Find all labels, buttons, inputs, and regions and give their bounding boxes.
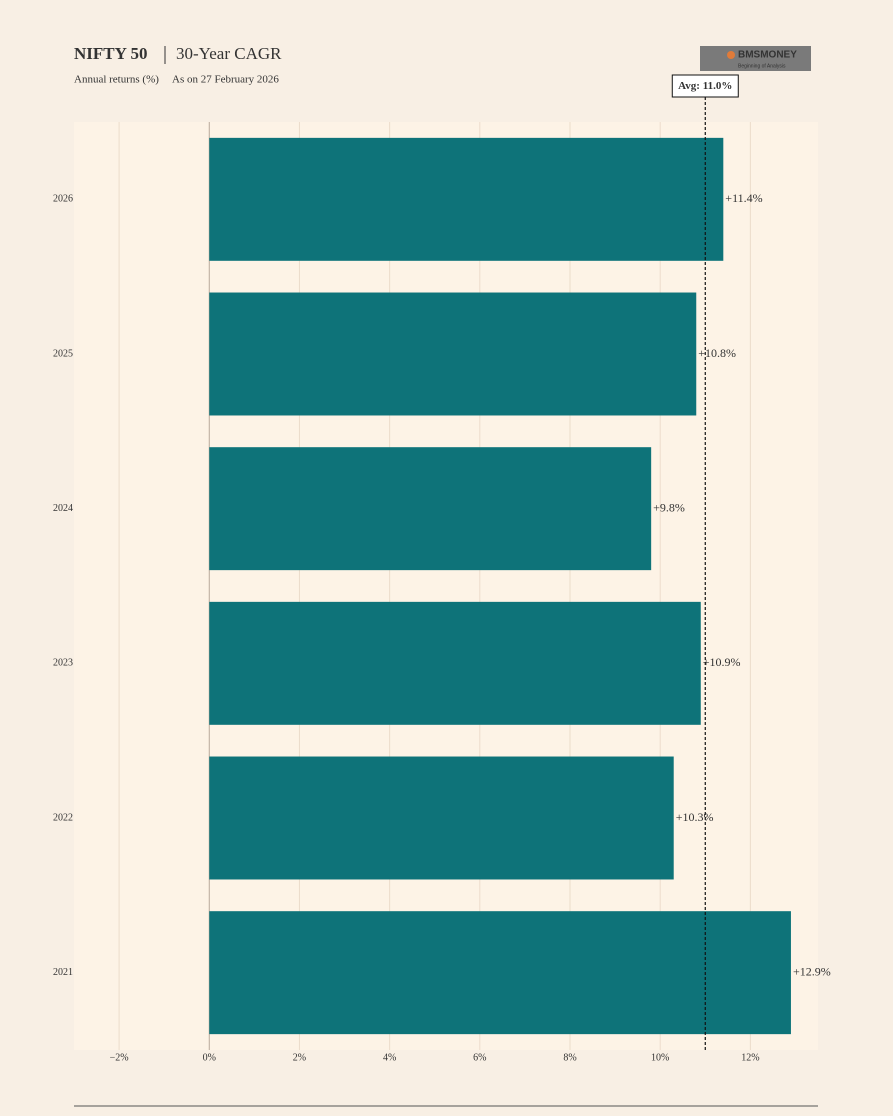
- value-label: +10.9%: [703, 655, 741, 669]
- x-tick-label: 6%: [473, 1052, 486, 1063]
- value-label: +12.9%: [793, 964, 831, 978]
- x-tick-label: 10%: [651, 1052, 669, 1063]
- average-label-box: [671, 74, 739, 98]
- x-tick-label: 12%: [741, 1052, 759, 1063]
- logo: BMSMONEY Beginning of Analysis: [700, 46, 811, 71]
- logo-name: BMSMONEY: [738, 50, 797, 61]
- bar: [209, 601, 701, 725]
- x-tick-label: 4%: [383, 1052, 396, 1063]
- logo-tagline: Beginning of Analysis: [738, 63, 786, 69]
- value-label: +9.8%: [653, 500, 685, 514]
- plot-area: [74, 122, 818, 1050]
- bar: [209, 447, 652, 571]
- x-tick-label: 0%: [203, 1052, 216, 1063]
- logo-box: [700, 46, 811, 71]
- average-label: Avg: 11.0%: [678, 80, 732, 92]
- y-tick-label: 2024: [53, 503, 73, 514]
- y-tick-label: 2022: [53, 812, 73, 823]
- chart-subtitle: 30-Year CAGR: [176, 44, 282, 63]
- y-tick-label: 2023: [53, 658, 73, 669]
- y-tick-label: 2026: [53, 194, 73, 205]
- bar: [209, 756, 674, 880]
- bar: [209, 137, 724, 261]
- value-label: +10.3%: [676, 810, 714, 824]
- bar: [209, 911, 791, 1035]
- logo-icon: [727, 51, 735, 59]
- caption: Annual returns (%): [74, 74, 159, 86]
- bar: [209, 292, 697, 416]
- y-tick-label: 2021: [53, 967, 73, 978]
- x-tick-label: 8%: [563, 1052, 576, 1063]
- x-tick-label: −2%: [110, 1052, 129, 1063]
- value-label: +11.4%: [725, 191, 762, 205]
- date-note: As on 27 February 2026: [172, 74, 279, 86]
- y-tick-label: 2025: [53, 348, 73, 359]
- value-label: +10.8%: [698, 346, 736, 360]
- chart-title: NIFTY 50: [74, 44, 148, 63]
- x-tick-label: 2%: [293, 1052, 306, 1063]
